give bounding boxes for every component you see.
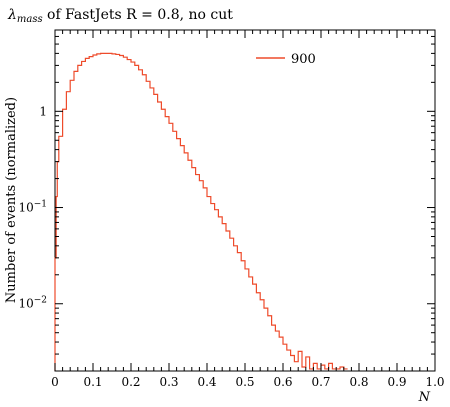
chart-title-symbol: λ [7, 7, 17, 23]
y-tick-label: 10−1 [18, 200, 47, 215]
x-tick-label: 0.6 [273, 375, 292, 389]
x-tick-label: 0.9 [387, 375, 406, 389]
x-axis-label: N [418, 390, 431, 405]
x-tick-label: 0.8 [349, 375, 368, 389]
x-tick-label: 0.7 [311, 375, 330, 389]
x-tick-label: 0 [51, 375, 59, 389]
chart-title: λmass of FastJets R = 0.8, no cut [7, 7, 233, 25]
x-tick-label: 0.4 [197, 375, 216, 389]
chart-title-text: of FastJets R = 0.8, no cut [43, 7, 234, 23]
legend-label-900: 900 [291, 52, 316, 67]
y-axis-label: Number of events (normalized) [4, 97, 19, 303]
y-tick-label: 10−2 [18, 296, 47, 311]
chart-title-subscript: mass [17, 14, 43, 25]
x-tick-label: 0.5 [235, 375, 254, 389]
x-tick-label: 1.0 [425, 375, 444, 389]
x-axis-ticks: 0 0.1 0.2 0.3 0.4 0.5 0.6 0.7 0.8 0.9 1.0 [51, 30, 445, 389]
series-line-900 [54, 52, 348, 371]
y-axis-ticks: 1 10−1 10−2 [18, 29, 435, 372]
x-tick-label: 0.3 [159, 375, 178, 389]
legend: 900 [256, 52, 316, 67]
x-tick-label: 0.1 [83, 375, 102, 389]
y-tick-label: 1 [39, 104, 47, 118]
x-tick-label: 0.2 [121, 375, 140, 389]
plot-frame [54, 29, 436, 372]
